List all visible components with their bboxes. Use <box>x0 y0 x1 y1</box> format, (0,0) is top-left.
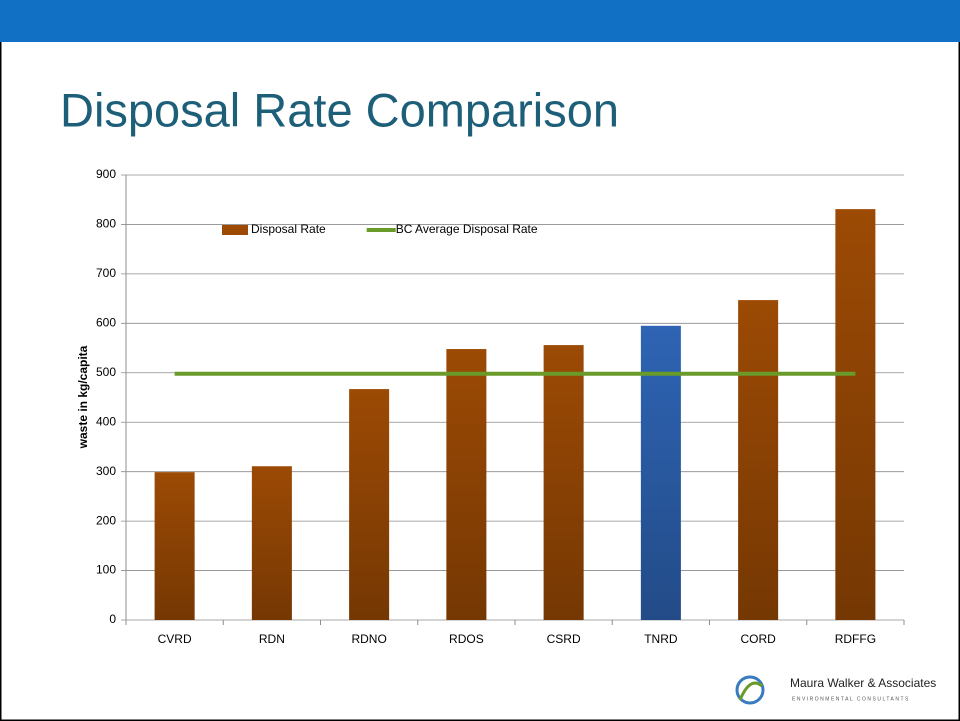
bar <box>154 472 195 620</box>
bar <box>835 209 876 620</box>
y-tick-label: 300 <box>96 464 116 478</box>
y-tick-label: 600 <box>96 316 116 330</box>
y-tick-label: 100 <box>96 563 116 577</box>
x-tick-label: RDN <box>259 632 285 646</box>
header-bar <box>0 0 960 42</box>
x-tick-label: RDNO <box>351 632 386 646</box>
y-tick-label: 400 <box>96 414 116 428</box>
y-axis-label: waste in kg/capita <box>76 345 90 449</box>
y-tick-label: 900 <box>96 167 116 181</box>
bar <box>446 349 487 620</box>
x-tick-label: RDFFG <box>835 632 876 646</box>
legend-label: BC Average Disposal Rate <box>396 222 538 236</box>
legend-label: Disposal Rate <box>251 222 326 236</box>
bar <box>543 345 584 620</box>
chart-title: Disposal Rate Comparison <box>60 83 619 136</box>
y-tick-label: 500 <box>96 365 116 379</box>
bar <box>349 389 390 620</box>
legend-swatch <box>222 225 248 235</box>
bar <box>251 466 292 620</box>
logo: Maura Walker & Associates ENVIRONMENTAL … <box>735 675 936 705</box>
x-tick-label: TNRD <box>644 632 678 646</box>
logo-tagline: ENVIRONMENTAL CONSULTANTS <box>792 696 910 702</box>
x-tick-label: CORD <box>740 632 776 646</box>
x-tick-label: CVRD <box>158 632 192 646</box>
logo-leaf <box>738 681 763 701</box>
y-tick-label: 700 <box>96 266 116 280</box>
bar <box>640 325 681 620</box>
y-tick-label: 200 <box>96 513 116 527</box>
y-tick-label: 0 <box>109 612 116 626</box>
y-tick-label: 800 <box>96 217 116 231</box>
logo-name: Maura Walker & Associates <box>790 676 936 690</box>
logo-icon <box>735 675 765 705</box>
bar <box>738 300 779 620</box>
x-tick-label: CSRD <box>547 632 581 646</box>
x-tick-label: RDOS <box>449 632 484 646</box>
